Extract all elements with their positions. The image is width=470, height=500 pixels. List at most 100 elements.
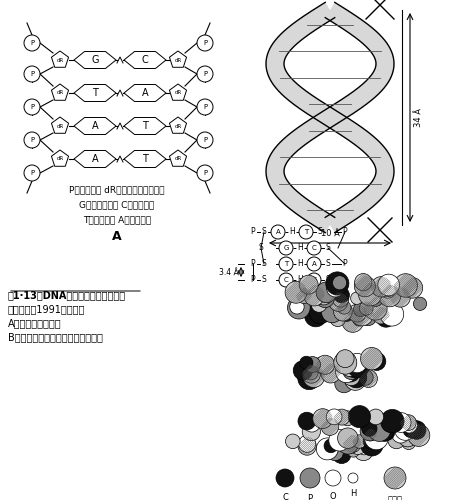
Polygon shape [266,2,394,232]
Text: A: A [275,229,281,235]
Circle shape [360,302,373,315]
Circle shape [285,282,307,303]
Circle shape [303,415,321,432]
Text: A: A [112,230,122,242]
Text: T: T [92,88,98,98]
Circle shape [382,279,394,291]
Circle shape [321,418,339,436]
Circle shape [379,285,400,307]
Circle shape [359,282,382,306]
Circle shape [334,302,352,321]
Circle shape [345,354,363,372]
Polygon shape [170,150,187,166]
Circle shape [197,99,213,115]
Circle shape [313,357,330,374]
Circle shape [316,438,338,460]
Circle shape [364,297,387,320]
Circle shape [296,288,312,304]
Circle shape [403,420,421,438]
Text: C: C [282,493,288,500]
Polygon shape [170,117,187,134]
Text: P: P [307,494,313,500]
Circle shape [303,364,318,380]
Circle shape [340,358,359,376]
Circle shape [24,99,40,115]
Circle shape [352,435,366,448]
Circle shape [343,435,361,452]
Circle shape [332,444,351,464]
Text: P: P [30,170,34,176]
Circle shape [299,275,318,294]
Polygon shape [51,84,69,100]
Polygon shape [74,84,116,102]
Circle shape [24,165,40,181]
Polygon shape [124,118,166,134]
Circle shape [325,470,341,486]
Circle shape [342,311,363,332]
Circle shape [299,225,313,239]
Circle shape [407,421,426,440]
Circle shape [354,442,373,460]
Circle shape [376,307,396,327]
Polygon shape [124,84,166,102]
Circle shape [380,302,404,326]
Text: S: S [326,244,330,252]
Circle shape [24,132,40,148]
Circle shape [347,356,369,378]
Polygon shape [124,150,166,168]
Circle shape [343,368,360,386]
Circle shape [326,272,349,295]
Circle shape [378,274,399,296]
Text: dR: dR [56,156,63,162]
Polygon shape [51,117,69,134]
Circle shape [290,300,304,314]
Circle shape [302,365,321,383]
Circle shape [368,409,384,425]
Circle shape [305,356,321,372]
Circle shape [336,362,357,382]
Circle shape [360,434,383,456]
Text: H: H [297,244,303,252]
Circle shape [395,419,416,440]
Text: A：部分の模式図．: A：部分の模式図． [8,318,62,328]
Circle shape [391,287,410,307]
Circle shape [343,362,360,380]
Circle shape [363,434,379,449]
Text: P: P [203,104,207,110]
Circle shape [381,410,404,433]
Polygon shape [51,51,69,68]
Circle shape [384,467,406,489]
Circle shape [368,419,391,442]
Circle shape [326,409,342,424]
Circle shape [334,351,357,374]
Circle shape [324,439,338,452]
Circle shape [341,363,360,382]
Circle shape [298,412,316,430]
Circle shape [382,418,396,432]
Text: H: H [297,260,303,268]
Circle shape [300,356,313,370]
Polygon shape [124,52,166,68]
Circle shape [381,282,396,296]
Circle shape [360,348,383,370]
Text: G: G [91,55,99,65]
Circle shape [197,66,213,82]
Text: P: P [30,137,34,143]
Circle shape [351,292,363,304]
Text: P: P [203,40,207,46]
Text: C: C [283,277,289,283]
Circle shape [271,225,285,239]
Circle shape [347,360,360,372]
Text: 34 Å: 34 Å [414,108,423,127]
Circle shape [345,369,366,390]
Text: P: P [343,260,347,268]
Circle shape [360,309,376,326]
Circle shape [358,370,373,386]
Text: P: P [30,71,34,77]
Circle shape [329,292,348,312]
Text: G：グアニン， C：シトシン: G：グアニン， C：シトシン [79,200,155,209]
Circle shape [335,374,353,393]
Text: P: P [203,137,207,143]
Text: B：分子模型と二重らせんの模式図: B：分子模型と二重らせんの模式図 [8,332,103,342]
Circle shape [24,66,40,82]
